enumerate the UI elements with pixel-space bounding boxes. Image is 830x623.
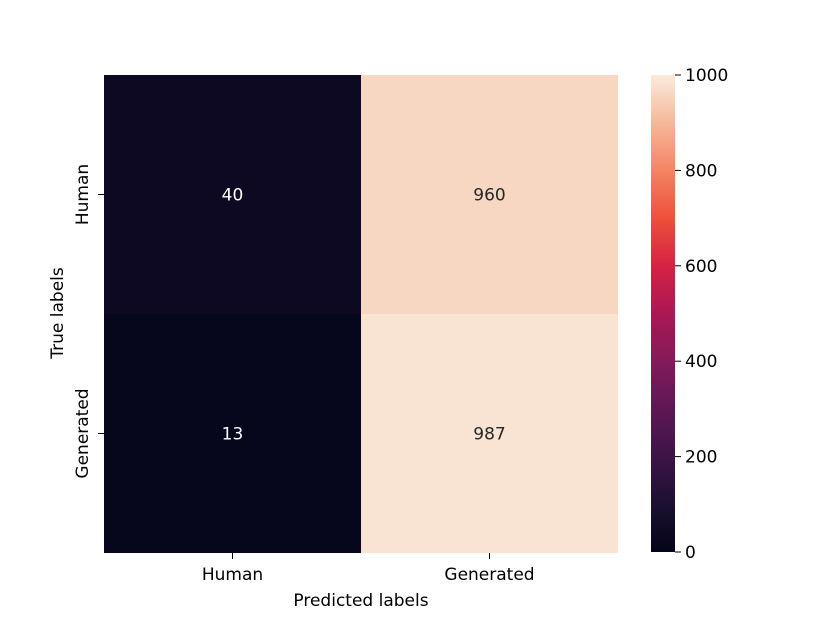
- heatmap-cell: [104, 314, 361, 553]
- colorbar-tick-label: 400: [685, 352, 717, 372]
- heatmap-cell: [104, 75, 361, 314]
- y-axis-ticks: Human Generated: [73, 164, 104, 479]
- y-tick-label: Human: [73, 164, 93, 225]
- colorbar-tick-label: 600: [685, 257, 717, 277]
- x-axis-label: Predicted labels: [293, 591, 428, 611]
- x-tick-label: Generated: [444, 565, 534, 585]
- colorbar: [651, 75, 675, 552]
- cell-value-label: 987: [473, 425, 505, 445]
- x-tick-label: Human: [202, 565, 263, 585]
- heatmap-cell: [361, 314, 618, 553]
- heatmap-cells: [104, 75, 618, 553]
- colorbar-tick-label: 200: [685, 448, 717, 468]
- colorbar-tick-label: 1000: [685, 66, 728, 86]
- heatmap-cell: [361, 75, 618, 314]
- cell-value-label: 40: [222, 186, 244, 206]
- cell-value-label: 960: [473, 186, 505, 206]
- x-axis-ticks: Human Generated: [202, 553, 535, 585]
- y-axis-label: True labels: [48, 267, 68, 360]
- colorbar-tick-label: 0: [685, 543, 696, 563]
- cell-value-labels: 40 960 13 987: [222, 186, 506, 445]
- cell-value-label: 13: [222, 425, 244, 445]
- colorbar-ticks: 0 200 400 600 800 1000: [675, 66, 728, 563]
- y-tick-label: Generated: [73, 388, 93, 478]
- colorbar-tick-label: 800: [685, 161, 717, 181]
